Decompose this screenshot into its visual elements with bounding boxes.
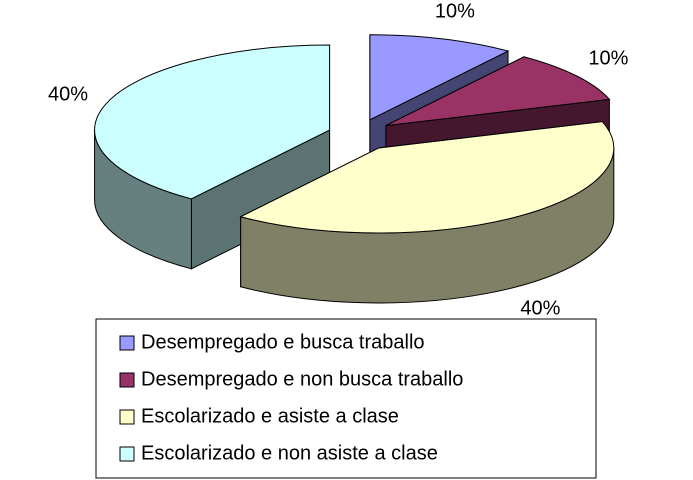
- slice: [369, 34, 510, 121]
- legend-label: Desempregado e busca traballo: [141, 331, 425, 353]
- data-label: 40%: [48, 83, 88, 105]
- legend-swatch: [119, 335, 135, 351]
- data-label: 40%: [520, 298, 560, 320]
- slice: [239, 121, 615, 234]
- legend-swatch: [119, 409, 135, 425]
- legend-swatch: [119, 446, 135, 462]
- legend-swatch: [119, 372, 135, 388]
- legend-box: [95, 318, 597, 479]
- legend-label: Desempregado e non busca traballo: [141, 368, 463, 390]
- legend-label: Escolarizado e non asiste a clase: [141, 442, 438, 464]
- data-label: 10%: [435, 1, 475, 23]
- legend-label: Escolarizado e asiste a clase: [141, 405, 399, 427]
- slice: [94, 44, 331, 200]
- legend: Desempregado e busca traballo Desempregad…: [119, 331, 463, 464]
- pie: 10% 10% 40% 40%: [48, 1, 629, 320]
- data-label: 10%: [588, 47, 628, 69]
- slice: [385, 56, 611, 127]
